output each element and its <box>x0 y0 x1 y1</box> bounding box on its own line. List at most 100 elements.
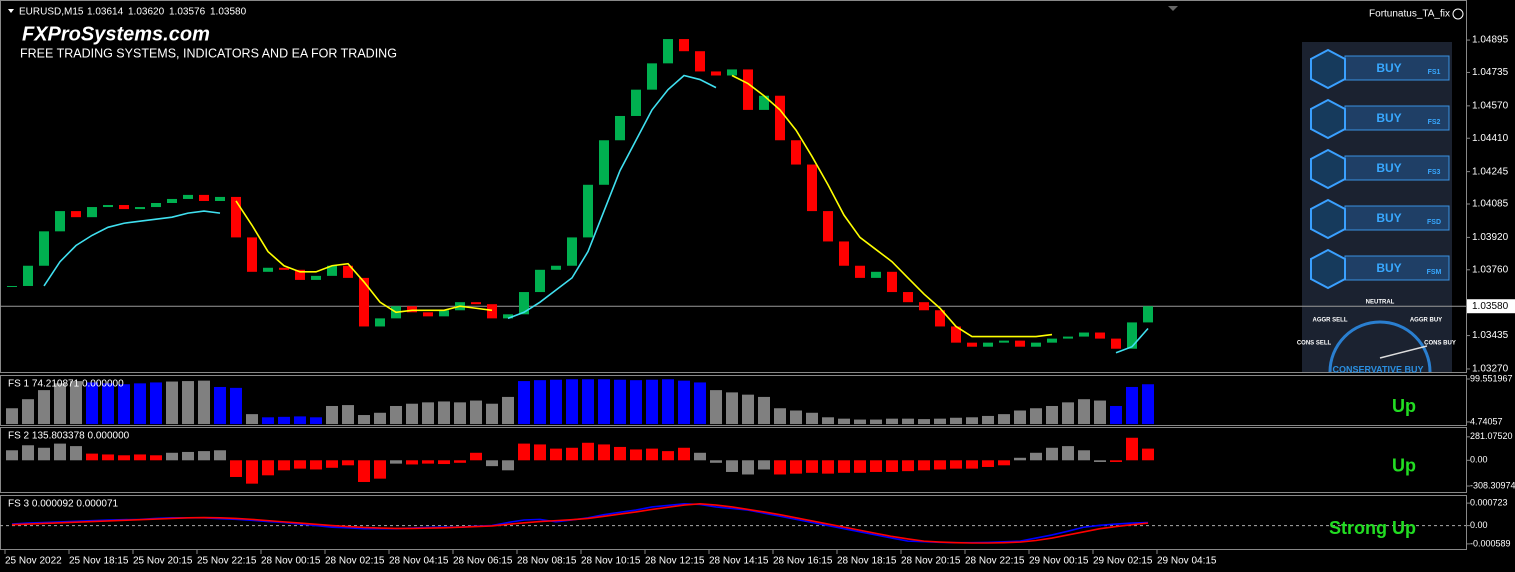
candle <box>1031 342 1041 347</box>
menu-arrow[interactable] <box>8 9 14 13</box>
histogram-bar <box>1126 386 1138 425</box>
candle <box>151 203 161 208</box>
histogram-bar <box>70 446 82 461</box>
button-code[interactable]: FS2 <box>1428 119 1441 126</box>
candle <box>951 326 961 343</box>
candle <box>871 271 881 278</box>
candle <box>375 318 385 327</box>
histogram-bar <box>966 417 978 425</box>
button-code[interactable]: FSD <box>1427 219 1441 226</box>
button-bar[interactable] <box>1344 55 1450 81</box>
histogram-bar <box>54 443 66 461</box>
histogram-bar <box>614 446 626 461</box>
button-icon[interactable] <box>1310 198 1346 240</box>
button-action[interactable]: BUY <box>1376 61 1401 75</box>
histogram-bar <box>534 380 546 425</box>
price-label: 1.03270 <box>1472 364 1509 375</box>
histogram-bar <box>438 401 450 425</box>
histogram-bar <box>22 445 34 461</box>
price-label: 1.03435 <box>1472 330 1509 341</box>
main-pane-frame <box>0 0 1467 373</box>
candle <box>119 205 129 210</box>
button-icon[interactable] <box>1310 148 1346 190</box>
smiley-icon[interactable] <box>1452 8 1464 20</box>
indicator-tick-label: 0.00 <box>1470 520 1488 530</box>
candle <box>919 302 929 311</box>
button-code[interactable]: FS1 <box>1428 69 1441 76</box>
histogram-bar <box>358 415 370 425</box>
histogram-bar <box>790 410 802 425</box>
close-price: 1.03580 <box>210 7 247 18</box>
indicator-label: FS 1 74.210871 0.000000 <box>8 379 124 390</box>
button-bar[interactable] <box>1344 155 1450 181</box>
histogram-bar <box>726 460 738 472</box>
histogram-bar <box>518 381 530 425</box>
time-label: 25 Nov 20:15 <box>133 556 193 567</box>
moving-average <box>43 74 1149 354</box>
histogram-bar <box>1046 405 1058 425</box>
button-bar[interactable] <box>1344 255 1450 281</box>
gauge-aggr-sell: AGGR SELL <box>1312 318 1347 324</box>
histogram-bar <box>998 460 1010 466</box>
time-label: 28 Nov 06:15 <box>453 556 513 567</box>
candle <box>759 95 769 110</box>
time-label: 28 Nov 04:15 <box>389 556 449 567</box>
histogram-bar <box>950 417 962 425</box>
histogram-bar <box>406 460 418 465</box>
histogram-bar <box>486 403 498 425</box>
candle <box>231 196 241 238</box>
candle <box>247 237 257 272</box>
histogram-bar <box>694 452 706 461</box>
histogram-bar <box>902 418 914 425</box>
button-icon[interactable] <box>1310 48 1346 90</box>
histogram-bar <box>1094 460 1106 462</box>
candle <box>599 140 609 185</box>
button-bar[interactable] <box>1344 205 1450 231</box>
histogram-bar <box>1094 400 1106 425</box>
histogram-bar <box>934 418 946 425</box>
histogram-bar <box>758 460 770 470</box>
histogram-bar <box>646 379 658 425</box>
button-action[interactable]: BUY <box>1376 161 1401 175</box>
button-icon[interactable] <box>1310 248 1346 290</box>
gauge-cons-buy: CONS BUY <box>1424 341 1456 347</box>
candle <box>311 275 321 280</box>
candle <box>727 69 737 76</box>
histogram-bar <box>262 460 274 476</box>
fs1-pane-frame <box>0 375 1467 426</box>
histogram-bar <box>678 447 690 461</box>
button-code[interactable]: FSM <box>1427 269 1442 276</box>
price-label: 1.04245 <box>1472 166 1509 177</box>
histogram-bar <box>86 382 98 425</box>
histogram-bar <box>454 460 466 463</box>
candle <box>71 211 81 218</box>
histogram-bar <box>550 379 562 425</box>
button-action[interactable]: BUY <box>1376 261 1401 275</box>
candle <box>1095 332 1105 339</box>
histogram-bar <box>806 460 818 473</box>
histogram-bar <box>1110 460 1122 462</box>
histogram-bar <box>1110 405 1122 425</box>
histogram-bar <box>342 405 354 425</box>
histogram-bar <box>390 460 402 464</box>
button-icon[interactable] <box>1310 98 1346 140</box>
indicator-label: FS 2 135.803378 0.000000 <box>8 431 130 442</box>
button-code[interactable]: FS3 <box>1428 169 1441 176</box>
histogram-bar <box>710 390 722 425</box>
histogram-bar <box>854 460 866 473</box>
histogram-bar <box>230 460 242 477</box>
button-bar[interactable] <box>1344 105 1450 131</box>
indicator-tick-label: 99.551967 <box>1470 373 1513 383</box>
histogram-bar <box>710 460 722 463</box>
histogram-bar <box>998 414 1010 425</box>
histogram-bar <box>438 460 450 465</box>
button-action[interactable]: BUY <box>1376 111 1401 125</box>
gauge-neutral: NEUTRAL <box>1366 300 1395 306</box>
histogram-bar <box>166 381 178 425</box>
histogram-bar <box>982 460 994 467</box>
histogram-bar <box>246 414 258 425</box>
button-action[interactable]: BUY <box>1376 211 1401 225</box>
candle <box>423 312 433 317</box>
histogram-bar <box>870 460 882 472</box>
